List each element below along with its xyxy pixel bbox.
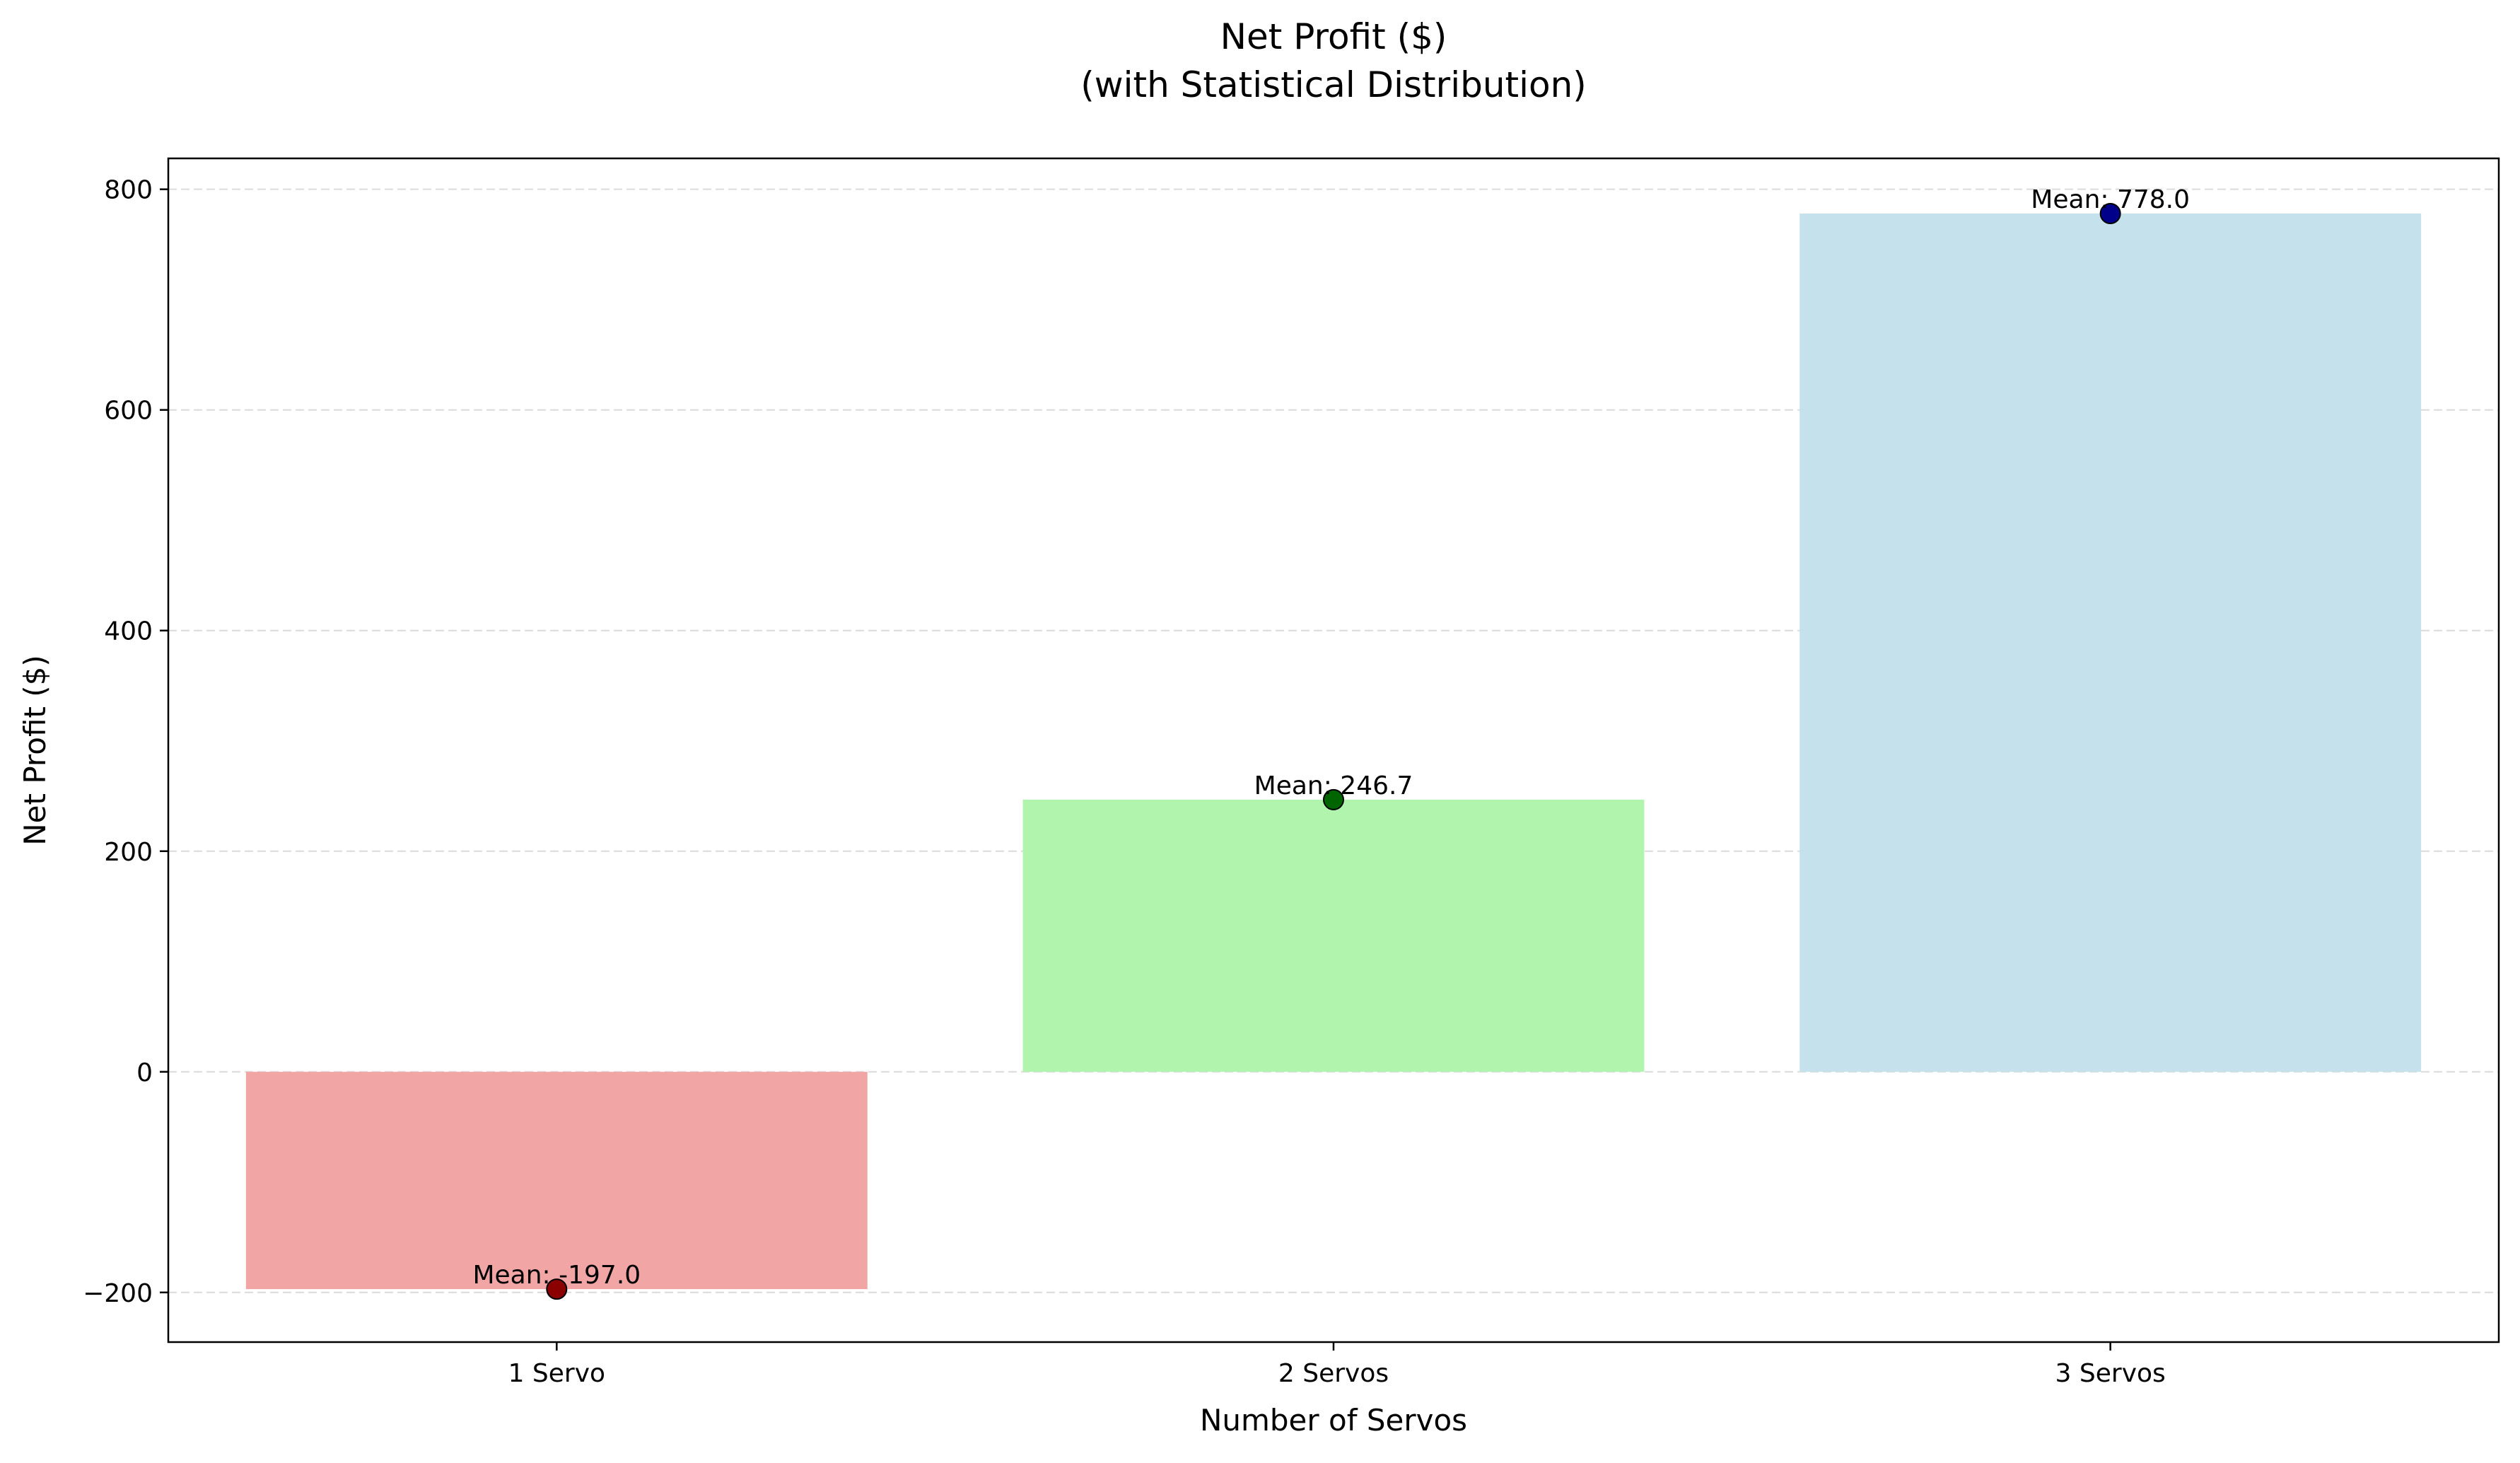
y-axis-label: Net Profit ($): [18, 655, 52, 845]
y-tick-label: 800: [104, 176, 153, 205]
mean-label-2: Mean: 246.7: [1254, 771, 1413, 800]
ticks-group: −200 0 200 400 600 800 1 Servo 2 Servos 3 Servos: [83, 176, 2166, 1388]
mean-point-1: [546, 1278, 568, 1300]
mean-label-1: Mean: -197.0: [472, 1261, 641, 1290]
mean-point-2: [1323, 788, 1344, 810]
bar-2: [1022, 799, 1645, 1072]
bars-group: [245, 214, 2422, 1290]
x-tick-label: 1 Servo: [508, 1359, 605, 1388]
plot-frame: [167, 157, 2500, 1343]
chart-title: Net Profit ($): [1220, 16, 1447, 57]
y-tick-label: −200: [83, 1279, 153, 1308]
x-tick-label: 3 Servos: [2055, 1359, 2166, 1388]
mean-point-3: [2099, 203, 2121, 225]
x-tick-label: 2 Servos: [1278, 1359, 1389, 1388]
y-tick-label: 600: [104, 397, 153, 426]
bar-3: [1799, 214, 2422, 1072]
y-tick-label: 200: [104, 838, 153, 867]
x-axis-label: Number of Servos: [1200, 1403, 1467, 1438]
chart-subtitle: (with Statistical Distribution): [1080, 64, 1587, 105]
y-tick-label: 0: [136, 1059, 153, 1088]
bar-1: [245, 1071, 868, 1290]
y-tick-label: 400: [104, 617, 153, 646]
mean-points-group: Mean: -197.0 Mean: 246.7 Mean: 778.0: [472, 185, 2190, 1300]
mean-label-3: Mean: 778.0: [2031, 185, 2190, 214]
